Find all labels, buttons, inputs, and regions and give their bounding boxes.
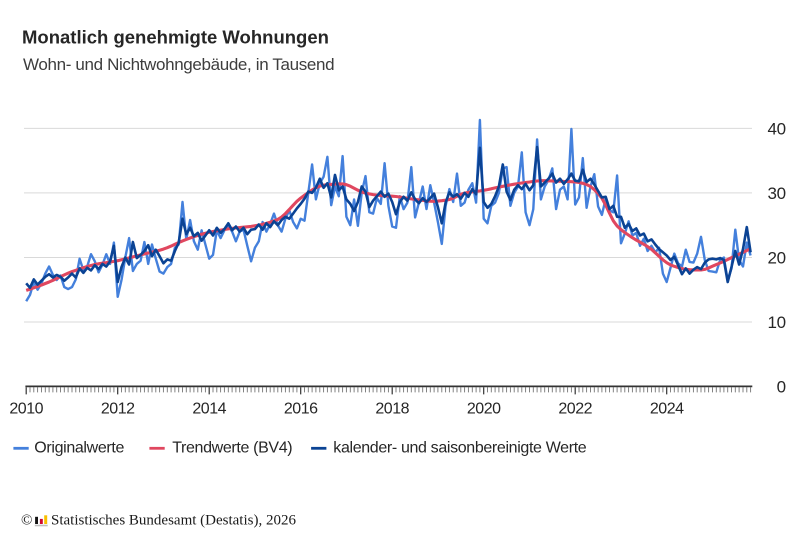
svg-text:Monatlich genehmigte Wohnungen: Monatlich genehmigte Wohnungen <box>22 26 329 47</box>
svg-text:Statistisches Bundesamt (Desta: Statistisches Bundesamt (Destatis), 2026 <box>51 513 296 529</box>
svg-text:©: © <box>21 513 32 529</box>
svg-text:10: 10 <box>767 313 785 332</box>
svg-text:2012: 2012 <box>101 401 135 418</box>
svg-text:30: 30 <box>767 184 785 203</box>
svg-text:Trendwerte (BV4): Trendwerte (BV4) <box>172 439 292 456</box>
svg-text:Originalwerte: Originalwerte <box>34 439 124 456</box>
svg-text:2014: 2014 <box>192 401 226 418</box>
svg-text:2024: 2024 <box>650 401 684 418</box>
svg-text:2016: 2016 <box>284 401 318 418</box>
svg-text:40: 40 <box>767 120 785 139</box>
svg-text:2020: 2020 <box>467 401 501 418</box>
svg-text:20: 20 <box>767 249 785 268</box>
svg-text:2010: 2010 <box>9 401 43 418</box>
svg-text:2018: 2018 <box>375 401 409 418</box>
svg-text:kalender- und saisonbereinigte: kalender- und saisonbereinigte Werte <box>333 439 586 456</box>
svg-text:Wohn- und Nichtwohngebäude, in: Wohn- und Nichtwohngebäude, in Tausend <box>23 55 334 74</box>
svg-text:0: 0 <box>777 378 786 397</box>
svg-text:2022: 2022 <box>558 401 592 418</box>
